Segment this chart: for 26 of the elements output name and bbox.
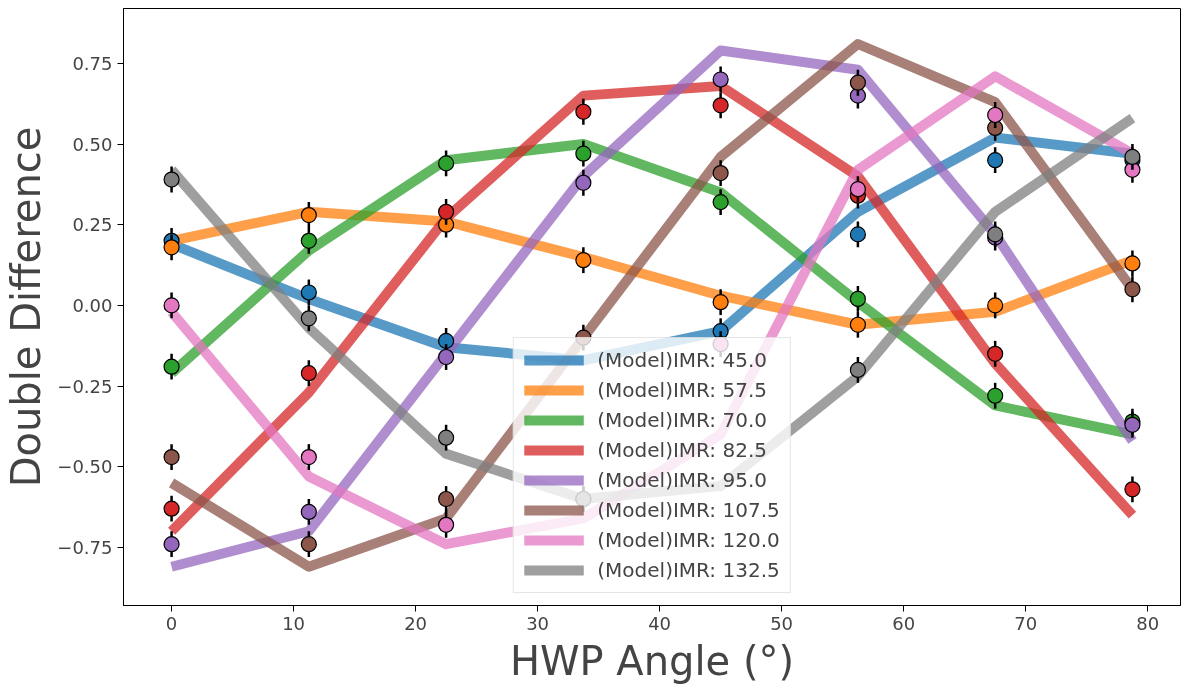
x-tick-label: 60 [892,612,916,634]
legend-label: (Model)IMR: 120.0 [597,528,780,552]
x-tick-label: 40 [648,612,672,634]
x-tick-label: 0 [165,612,178,634]
x-tick-label: 20 [404,612,428,634]
y-tick-label: 0.25 [72,214,113,236]
x-tick-label: 30 [526,612,550,634]
x-tick-label: 50 [770,612,794,634]
x-tick-label: 70 [1014,612,1038,634]
legend-label: (Model)IMR: 57.5 [597,378,767,402]
y-tick-label: 0.00 [72,294,113,316]
legend-label: (Model)IMR: 107.5 [597,498,780,522]
legend-label: (Model)IMR: 82.5 [597,438,767,462]
y-tick-label: 0.75 [72,52,113,74]
legend-label: (Model)IMR: 70.0 [597,408,767,432]
y-tick-label: −0.25 [57,375,113,397]
legend-label: (Model)IMR: 95.0 [597,468,767,492]
y-tick-label: −0.75 [57,536,113,558]
legend-label: (Model)IMR: 132.5 [597,558,780,582]
x-axis-title: HWP Angle (°) [509,637,795,684]
y-tick-label: 0.50 [72,133,113,155]
legend-label: (Model)IMR: 45.0 [597,348,767,372]
y-tick-label: −0.50 [57,456,113,478]
y-axis-title: Double Difference [3,126,50,488]
x-tick-label: 80 [1136,612,1160,634]
x-tick-label: 10 [282,612,306,634]
